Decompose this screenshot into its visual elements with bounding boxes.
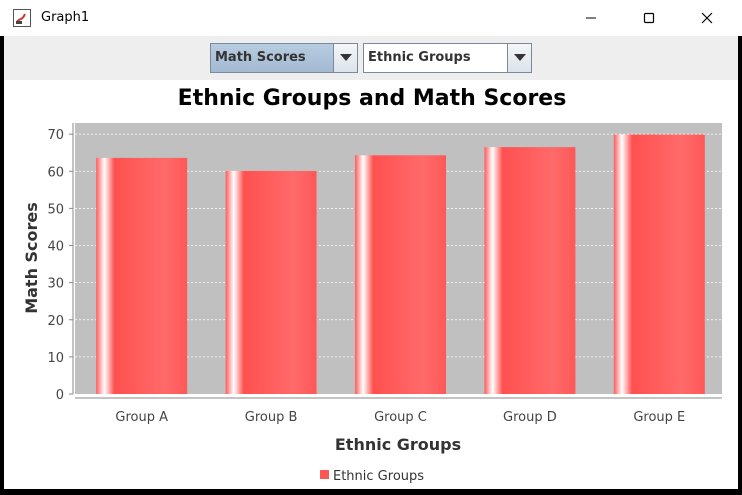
toolbar: Math Scores Ethnic Groups bbox=[4, 36, 738, 80]
java-app-icon bbox=[13, 9, 31, 27]
y-tick-label: 60 bbox=[47, 165, 64, 180]
bar[interactable] bbox=[355, 155, 446, 394]
x-axis-label: Ethnic Groups bbox=[335, 435, 461, 454]
bar[interactable] bbox=[225, 170, 317, 394]
x-tick-label: Group C bbox=[374, 410, 427, 425]
legend: Ethnic Groups bbox=[320, 469, 424, 484]
legend-swatch bbox=[320, 470, 329, 479]
bar[interactable] bbox=[613, 134, 705, 394]
maximize-button[interactable] bbox=[620, 0, 678, 36]
legend-label: Ethnic Groups bbox=[333, 469, 424, 484]
window-title: Graph1 bbox=[41, 10, 90, 25]
y-tick-label: 70 bbox=[47, 128, 64, 143]
x-tick-label: Group D bbox=[503, 410, 557, 425]
x-tick-label: Group B bbox=[245, 410, 298, 425]
minimize-icon bbox=[586, 17, 596, 19]
y-axis-ticks: 0 10 20 30 40 50 60 70 bbox=[47, 128, 73, 403]
triangle-down-icon bbox=[339, 54, 352, 61]
x-variable-selected: Ethnic Groups bbox=[368, 50, 471, 65]
x-axis-ticks: Group A Group B Group C Group D Group E bbox=[115, 410, 685, 425]
y-tick-label: 30 bbox=[47, 277, 64, 292]
x-variable-dropdown-arrow[interactable] bbox=[507, 44, 531, 72]
y-variable-selected: Math Scores bbox=[215, 50, 306, 65]
window-border-bottom bbox=[0, 489, 742, 495]
y-tick-label: 50 bbox=[47, 202, 64, 217]
y-variable-dropdown-arrow[interactable] bbox=[333, 44, 357, 72]
close-icon bbox=[701, 12, 713, 24]
bar-chart: Ethnic Groups and Math Scores 0 10 20 30 40 5… bbox=[22, 86, 722, 484]
y-variable-dropdown[interactable]: Math Scores bbox=[210, 43, 358, 73]
maximize-icon bbox=[643, 12, 655, 24]
x-tick-label: Group E bbox=[633, 410, 685, 425]
y-tick-label: 40 bbox=[47, 240, 64, 255]
title-bar: Graph1 bbox=[0, 0, 742, 36]
bar[interactable] bbox=[484, 147, 576, 394]
triangle-down-icon bbox=[513, 54, 526, 61]
y-tick-label: 20 bbox=[47, 314, 64, 329]
y-tick-label: 10 bbox=[47, 351, 64, 366]
window-border-left bbox=[0, 36, 4, 489]
close-button[interactable] bbox=[678, 0, 736, 36]
minimize-button[interactable] bbox=[562, 0, 620, 36]
bar[interactable] bbox=[96, 157, 188, 394]
bars bbox=[96, 134, 705, 394]
chart-title: Ethnic Groups and Math Scores bbox=[178, 86, 567, 111]
y-axis-label: Math Scores bbox=[22, 202, 41, 314]
x-tick-label: Group A bbox=[115, 410, 168, 425]
y-tick-label: 0 bbox=[56, 388, 64, 403]
window-border-right bbox=[738, 36, 742, 489]
x-variable-dropdown[interactable]: Ethnic Groups bbox=[363, 43, 532, 73]
